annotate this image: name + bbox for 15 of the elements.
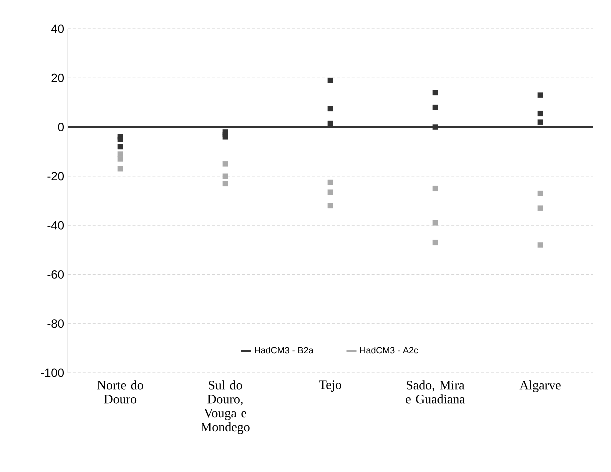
x-tick-label: Sul do Douro, Vouga e Mondego [201, 380, 250, 434]
y-tick-label: -40 [48, 221, 64, 230]
legend-label: HadCM3 - A2c [360, 347, 418, 354]
x-tick-label: Norte do Douro [97, 380, 144, 404]
y-tick-label: 40 [51, 24, 64, 34]
y-tick-label: -100 [41, 368, 64, 378]
y-tick-label: -60 [48, 270, 64, 279]
y-tick-label: 20 [52, 74, 64, 82]
x-tick-label: Tejo [319, 380, 342, 392]
y-tick-label: -80 [48, 320, 64, 328]
x-tick-label: Sado, Mira e Guadiana [406, 380, 466, 404]
y-tick-label: 0 [58, 123, 64, 132]
y-tick-label: -20 [48, 172, 64, 181]
x-tick-label: Algarve [520, 380, 561, 392]
legend-label: HadCM3 - B2a [255, 347, 314, 354]
